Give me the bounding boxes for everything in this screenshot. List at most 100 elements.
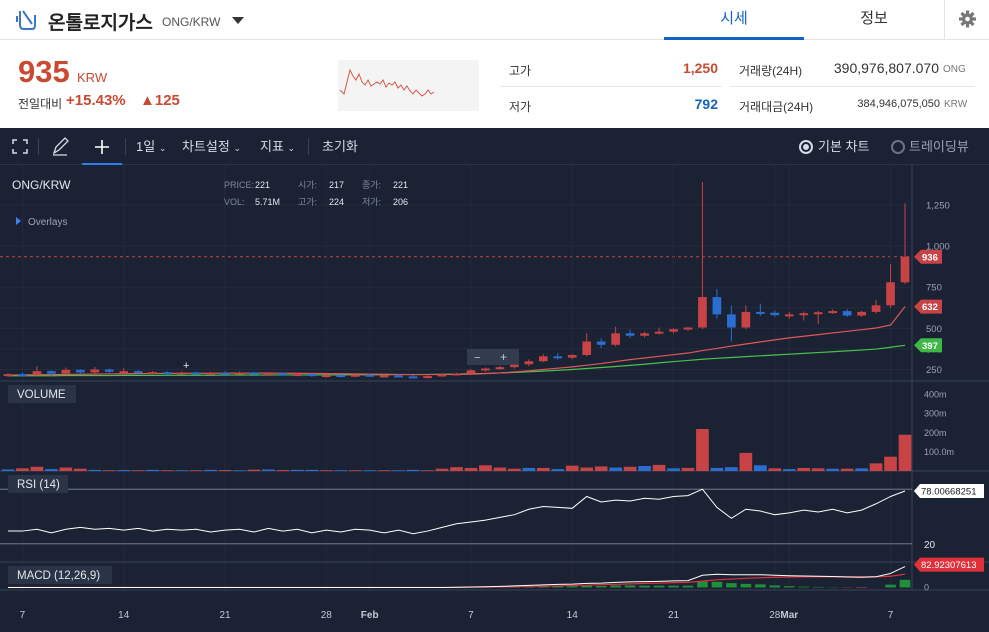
candle-body: [350, 374, 360, 377]
basic-chart-radio[interactable]: [799, 140, 813, 154]
gear-icon: [959, 10, 976, 28]
indicators-menu[interactable]: 지표 ⌄: [260, 128, 295, 165]
candle: [553, 353, 563, 360]
candle-body: [394, 375, 403, 378]
volume-bar: [855, 468, 868, 471]
change-label: 전일대비: [18, 97, 63, 111]
time-tick-label: 7: [888, 610, 894, 621]
volume-bar: [175, 470, 188, 471]
candle-body: [813, 312, 823, 315]
reset-button[interactable]: 초기화: [322, 139, 358, 154]
volume-bar: [725, 467, 738, 471]
time-tick-label: 7: [20, 610, 26, 621]
candle-body: [683, 327, 693, 330]
price-tick-label: 1,250: [926, 200, 950, 211]
candle-body: [640, 333, 649, 336]
macd-value-text: 82.92307613: [921, 560, 976, 571]
tab-info[interactable]: 정보: [860, 10, 888, 27]
volume-bar: [450, 467, 463, 471]
candlestick-chart[interactable]: 2503755006257501,0001,2507142128Feb71421…: [0, 165, 989, 632]
candle: [18, 372, 27, 377]
volume-label-box: [8, 385, 76, 403]
candle-body: [524, 361, 534, 365]
change-amount: ▲125: [140, 92, 180, 109]
candle-body: [104, 369, 114, 372]
candle: [394, 374, 403, 378]
volume-bar: [826, 468, 840, 471]
candle-body: [32, 371, 42, 375]
draw-button[interactable]: [50, 128, 72, 165]
candle-body: [452, 373, 461, 376]
candle-body: [510, 364, 519, 368]
candle: [264, 372, 273, 376]
volume-bar: [522, 467, 536, 471]
macd-histogram-bar: [754, 584, 766, 588]
volume-bar: [696, 429, 709, 471]
macd-label-box: [8, 566, 112, 584]
settings-button[interactable]: [944, 0, 989, 40]
basic-chart-label[interactable]: 기본 차트: [818, 139, 870, 154]
candle-body: [654, 331, 664, 334]
candle: [278, 372, 288, 376]
candle-body: [553, 356, 563, 359]
candle-body: [365, 374, 375, 377]
candle: [119, 368, 129, 374]
price-tick-label: 250: [926, 365, 942, 376]
interval-select[interactable]: 1일 ⌄: [136, 128, 166, 165]
overlays-play-icon: [16, 217, 21, 225]
volume-bar: [638, 466, 651, 471]
candle-body: [148, 372, 158, 375]
macd-histogram-bar: [740, 583, 752, 588]
volume-bar: [435, 468, 449, 471]
volume-bar: [334, 470, 348, 471]
candle: [365, 373, 375, 377]
volume-bar: [102, 470, 116, 471]
amount-label: 거래대금(24H): [739, 100, 814, 114]
volume-bar: [479, 465, 492, 471]
chart-settings-menu[interactable]: 차트설정 ⌄: [182, 128, 241, 165]
volume-bar: [681, 467, 695, 471]
chevron-down-icon[interactable]: [232, 17, 244, 24]
tradingview-label[interactable]: 트레이딩뷰: [909, 139, 969, 154]
volume-bar: [160, 470, 174, 471]
candle-body: [582, 341, 592, 356]
volume-bar: [536, 467, 550, 471]
candle: [582, 333, 592, 357]
volume-bar: [377, 470, 391, 471]
macd-histogram-bar: [885, 584, 896, 588]
legend-item: 224: [329, 197, 344, 207]
legend-item: 217: [329, 180, 344, 190]
candle-body: [177, 372, 186, 375]
time-tick-label: 21: [668, 610, 680, 621]
low-label: 저가: [509, 100, 532, 114]
volume-bar: [421, 470, 434, 471]
price-tick-label: 750: [926, 283, 942, 294]
plus-icon: [95, 140, 109, 154]
volume-bar: [739, 452, 753, 471]
fullscreen-button[interactable]: [10, 128, 32, 165]
volume-bar: [16, 468, 29, 471]
candle: [683, 326, 693, 331]
volume-tick-label: 300m: [924, 409, 947, 419]
candle: [669, 328, 678, 334]
volume-tick-label: 400m: [924, 390, 947, 400]
candle: [437, 373, 447, 377]
candle: [654, 327, 664, 335]
time-tick-label: 14: [567, 610, 579, 621]
legend-item: 저가:: [362, 197, 381, 207]
candle: [567, 354, 577, 360]
candle: [712, 288, 722, 319]
time-tick-label: 7: [468, 610, 474, 621]
candle: [828, 309, 838, 314]
volume-bar: [291, 469, 304, 471]
candle: [741, 305, 751, 330]
chart-nav-box: [467, 349, 519, 365]
candle-body: [495, 367, 505, 370]
tradingview-radio[interactable]: [891, 140, 905, 154]
candle-body: [784, 314, 794, 317]
crosshair-button[interactable]: [82, 128, 122, 165]
tab-quote[interactable]: 시세: [664, 0, 804, 40]
legend-item: 고가:: [298, 197, 317, 207]
candle-body: [727, 314, 736, 328]
volume-bar: [652, 464, 666, 471]
